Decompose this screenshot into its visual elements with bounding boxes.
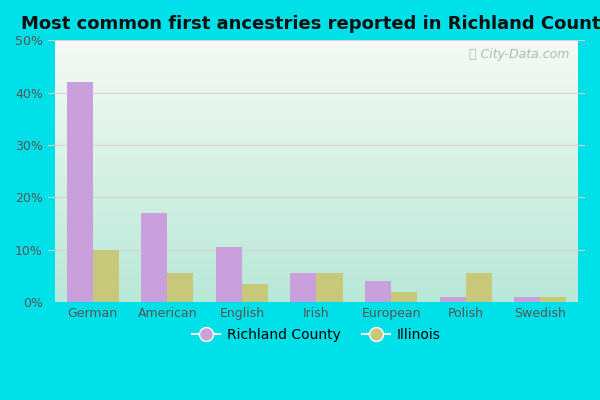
Bar: [365, 281, 391, 302]
Title: Most common first ancestries reported in Richland County: Most common first ancestries reported in…: [21, 15, 600, 33]
Bar: [216, 247, 242, 302]
Bar: [67, 82, 92, 302]
Bar: [242, 284, 268, 302]
Bar: [167, 274, 193, 302]
Bar: [290, 274, 316, 302]
Bar: [92, 250, 119, 302]
Bar: [141, 213, 167, 302]
Legend: Richland County, Illinois: Richland County, Illinois: [187, 323, 446, 348]
Bar: [440, 297, 466, 302]
Text: ⓘ City-Data.com: ⓘ City-Data.com: [469, 48, 569, 61]
Bar: [391, 292, 417, 302]
Bar: [514, 297, 540, 302]
Bar: [316, 274, 343, 302]
Bar: [540, 297, 566, 302]
Bar: [466, 274, 492, 302]
